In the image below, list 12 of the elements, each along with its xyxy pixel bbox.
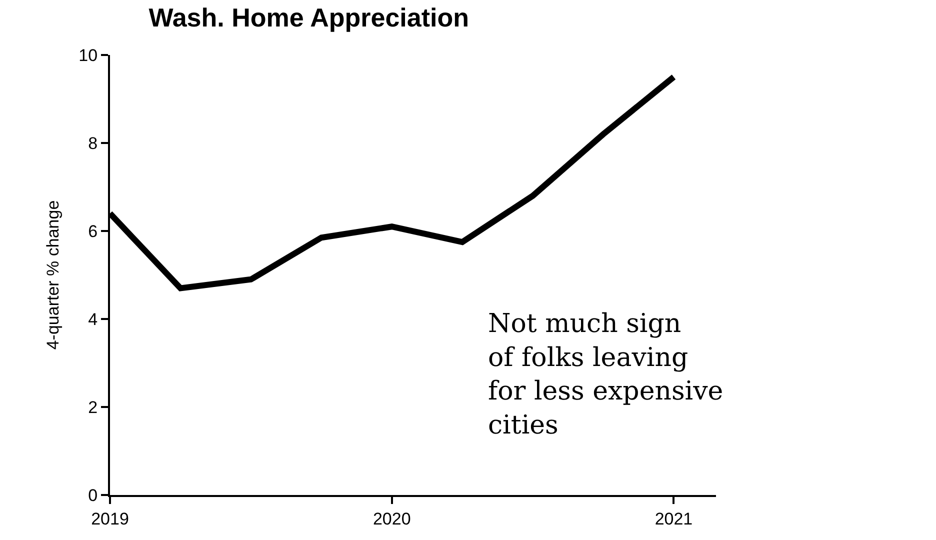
y-axis-title: 4-quarter % change [44,200,63,350]
y-tick-label: 6 [88,222,98,241]
chart-title: Wash. Home Appreciation [148,2,469,32]
y-tick-label: 2 [88,398,98,417]
x-tick-label: 2019 [91,509,129,528]
y-tick-label: 4 [88,310,98,329]
annotation: Not much sign of folks leaving for less expensive cities [488,309,724,440]
y-tick-label: 10 [78,46,98,65]
x-tick-label: 2020 [372,509,411,528]
y-tick-label: 8 [88,134,98,153]
y-tick-label: 0 [88,486,98,505]
x-tick-label: 2021 [654,509,693,528]
